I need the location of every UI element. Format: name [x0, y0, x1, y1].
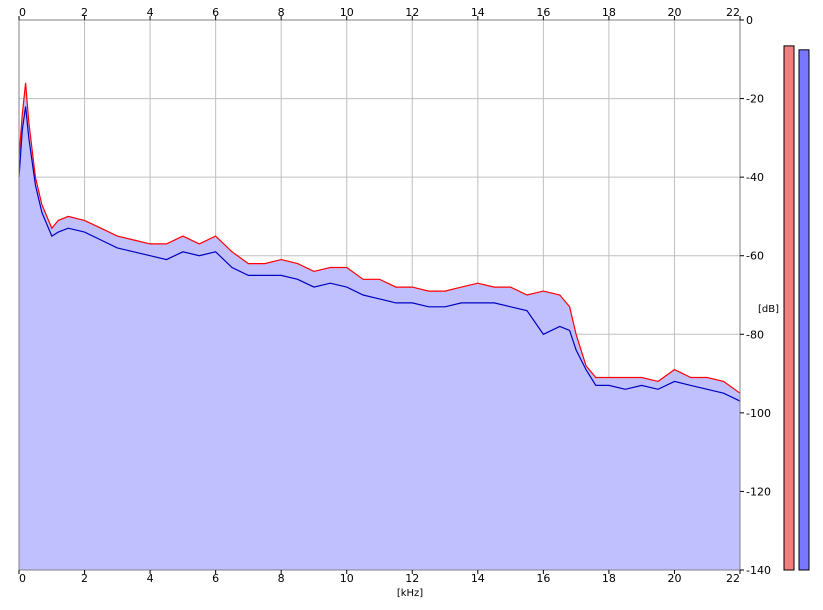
- y-tick-label: -40: [746, 171, 764, 184]
- x-tick-label-top: 10: [340, 6, 354, 19]
- y-tick-label: 0: [746, 14, 753, 27]
- x-tick-label-bottom: 6: [212, 572, 219, 585]
- x-tick-label-bottom: 18: [602, 572, 616, 585]
- x-tick-label-bottom: 14: [471, 572, 485, 585]
- y-tick-label: -100: [746, 407, 771, 420]
- level-meter-right: [798, 49, 810, 571]
- level-meters: [783, 45, 810, 571]
- level-meter-left: [783, 45, 795, 571]
- y-tick-label: -60: [746, 250, 764, 263]
- x-tick-label-bottom: 2: [81, 572, 88, 585]
- x-tick-label-top: 22: [726, 6, 740, 19]
- x-tick-label-bottom: 20: [667, 572, 681, 585]
- x-tick-label-top: 12: [405, 6, 419, 19]
- x-axis-label: [kHz]: [397, 588, 423, 599]
- y-tick-label: -20: [746, 93, 764, 106]
- x-tick-label-bottom: 10: [340, 572, 354, 585]
- y-tick-label: -80: [746, 328, 764, 341]
- x-tick-label-top: 0: [19, 6, 26, 19]
- y-tick-label: -140: [746, 564, 771, 577]
- x-tick-label-bottom: 12: [405, 572, 419, 585]
- x-tick-label-bottom: 4: [147, 572, 154, 585]
- plot-frame: [18, 16, 744, 574]
- x-tick-label-bottom: 0: [19, 572, 26, 585]
- y-tick-label: -120: [746, 485, 771, 498]
- series-line-red: [18, 82, 741, 394]
- x-tick-label-top: 2: [81, 6, 88, 19]
- spectrum-fill-area: [19, 82, 740, 571]
- series-lines: [18, 82, 741, 402]
- tick-labels: 002244668810101212141416161818202022220-…: [19, 6, 771, 585]
- x-tick-label-top: 16: [536, 6, 550, 19]
- x-tick-label-top: 6: [212, 6, 219, 19]
- spectrum-fill: [19, 82, 740, 571]
- x-tick-label-bottom: 8: [278, 572, 285, 585]
- x-tick-label-top: 18: [602, 6, 616, 19]
- x-tick-label-top: 8: [278, 6, 285, 19]
- x-tick-label-bottom: 22: [726, 572, 740, 585]
- series-line-blue: [18, 106, 741, 402]
- x-tick-label-top: 4: [147, 6, 154, 19]
- y-axis-label: [dB]: [758, 304, 779, 315]
- x-tick-label-top: 14: [471, 6, 485, 19]
- x-tick-label-bottom: 16: [536, 572, 550, 585]
- x-tick-label-top: 20: [667, 6, 681, 19]
